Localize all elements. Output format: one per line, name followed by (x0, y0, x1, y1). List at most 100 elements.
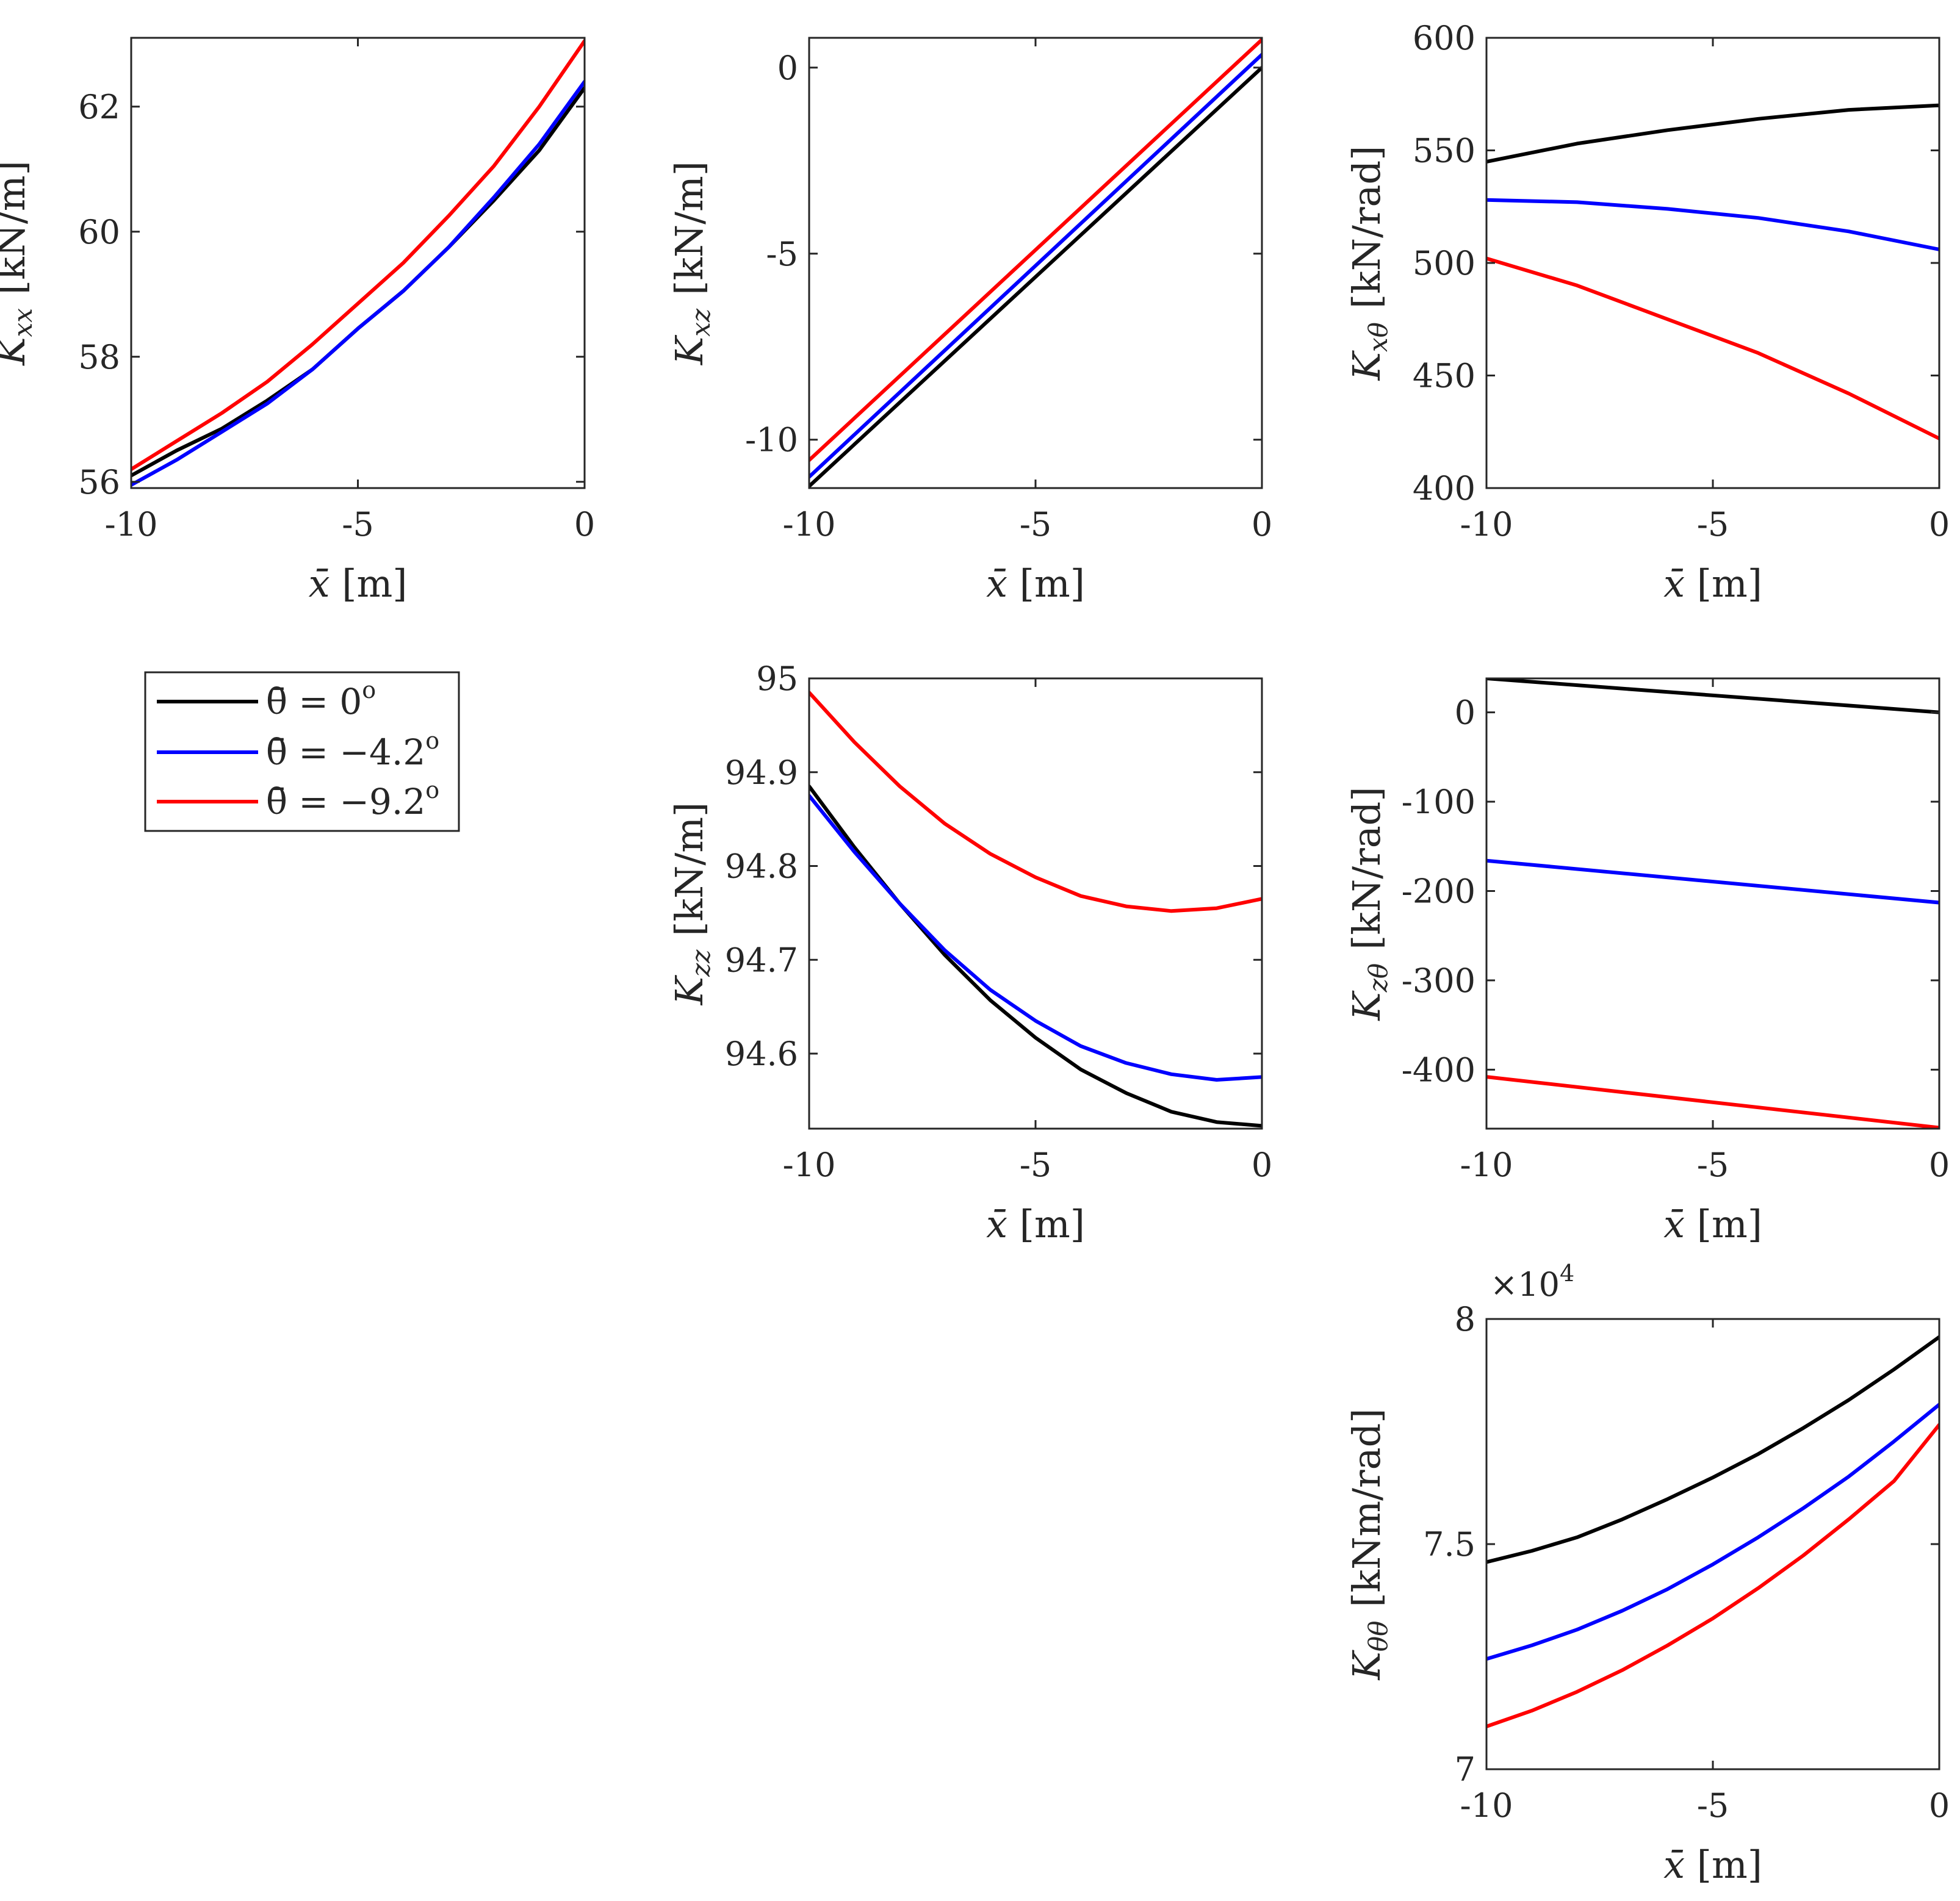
y-tick-label: 94.9 (725, 753, 798, 792)
x-axis-symbol: x̄ (1663, 561, 1685, 606)
x-tick-label: 0 (574, 505, 595, 544)
y-tick-label: -5 (766, 235, 798, 273)
x-axis-symbol: x̄ (986, 561, 1007, 606)
x-tick-label: -5 (342, 505, 374, 544)
x-axis-symbol: x̄ (309, 561, 330, 606)
y-axis-label: Kzz [kN/m] (667, 802, 716, 1005)
y-tick-label: 62 (78, 88, 120, 126)
series-group (131, 39, 585, 487)
x-axis-unit: [m] (1697, 1842, 1762, 1887)
y-axis-label: Kxz [kN/m] (667, 161, 716, 365)
x-axis-label: x̄ [m] (1663, 561, 1762, 606)
series-group (1486, 678, 1939, 1129)
x-tick-label: -10 (1460, 1146, 1513, 1184)
x-axis-gap (1007, 1202, 1020, 1246)
x-tick-label: -5 (1020, 1146, 1052, 1184)
y-tick-label: 0 (1455, 694, 1475, 732)
x-tick-label: 0 (1252, 1146, 1272, 1184)
x-tick-label: -10 (1460, 505, 1513, 544)
x-axis-label: x̄ [m] (1663, 1202, 1762, 1246)
x-axis-unit: [m] (1697, 561, 1762, 606)
series-line-1 (809, 52, 1262, 479)
plot-area (1486, 678, 1939, 1129)
legend-entry-1: θ̄ = −4.2o (266, 727, 439, 773)
series-line-1 (131, 79, 585, 487)
chart-kxx: -10 -5 0 56 58 60 62 x̄ [m] Kxx [kN/m] (0, 37, 595, 606)
series-line-1 (1486, 1403, 1939, 1661)
y-axis-symbol: K (0, 335, 34, 366)
y-axis-label: Kxx [kN/m] (0, 160, 38, 366)
plot-area (1486, 1319, 1939, 1769)
exponent-base: ×10 (1490, 1265, 1560, 1304)
x-axis-label: x̄ [m] (1663, 1842, 1762, 1887)
series-line-1 (1486, 198, 1939, 251)
series-group (809, 38, 1262, 488)
chart-kzz: -10 -5 0 94.6 94.7 94.8 94.9 95 x̄ [m] Kzz [kN/m] (667, 659, 1272, 1246)
y-tick-label: -10 (745, 421, 798, 459)
y-axis-subscript: zθ (1363, 963, 1393, 993)
chart-kztheta: -10 -5 0 -400 -300 -200 -100 0 x̄ [m] Kzθ [kN/rad] (1344, 677, 1950, 1246)
y-axis-symbol: K (1344, 990, 1389, 1021)
x-axis-label: x̄ [m] (986, 1202, 1085, 1246)
y-axis-label: Kθθ [kNm/rad] (1344, 1408, 1393, 1680)
x-axis-gap (1685, 1842, 1697, 1887)
plot-area (1486, 38, 1939, 488)
series-line-1 (1486, 858, 1939, 905)
y-axis-symbol: K (667, 334, 712, 365)
series-line-2 (809, 38, 1262, 462)
x-tick-label: -5 (1020, 505, 1052, 544)
series-line-2 (809, 691, 1262, 913)
y-tick-label: 94.6 (725, 1035, 798, 1073)
x-axis-gap (1685, 561, 1697, 606)
y-axis-unit: [kN/m] (667, 161, 712, 295)
x-axis-unit: [m] (342, 561, 407, 606)
chart-kxtheta: -10 -5 0 400 450 500 550 600 x̄ [m] Kxθ [kN/rad] (1344, 19, 1950, 606)
series-line-0 (1486, 1335, 1939, 1564)
x-axis-gap (330, 561, 342, 606)
series-line-0 (809, 65, 1262, 488)
x-axis-gap (1007, 561, 1020, 606)
chart-ktheta: -10 -5 0 7 7.5 8 x̄ [m] Kθθ [kNm/rad] ×104 (1344, 1260, 1950, 1887)
x-tick-label: -10 (783, 505, 836, 544)
y-tick-label: 94.8 (725, 847, 798, 886)
y-axis-subscript: xθ (1363, 322, 1393, 352)
x-axis-symbol: x̄ (1663, 1842, 1685, 1887)
y-axis-label: Kzθ [kN/rad] (1344, 786, 1393, 1021)
y-tick-label: 60 (78, 213, 120, 251)
x-tick-label: -10 (783, 1146, 836, 1184)
plot-area (809, 678, 1262, 1129)
y-axis-subscript: zz (686, 949, 716, 977)
exponent-power: 4 (1560, 1260, 1574, 1287)
x-tick-label: 0 (1929, 505, 1950, 544)
y-axis-exponent: ×104 (1490, 1260, 1574, 1304)
y-tick-label: 56 (78, 463, 120, 501)
x-axis-gap (1685, 1202, 1697, 1246)
x-tick-label: -5 (1697, 1786, 1729, 1825)
x-tick-label: -5 (1697, 505, 1729, 544)
y-tick-label: 58 (78, 338, 120, 376)
y-tick-label: 550 (1413, 132, 1475, 170)
y-axis-unit: [kNm/rad] (1344, 1408, 1389, 1607)
x-tick-label: -10 (105, 505, 158, 544)
x-axis-unit: [m] (1697, 1202, 1762, 1246)
legend-entry-0: θ̄ = 0o (266, 677, 376, 722)
y-axis-unit: [kN/m] (0, 160, 34, 295)
y-axis-unit: [kN/rad] (1344, 146, 1389, 309)
y-tick-label: 600 (1413, 19, 1475, 57)
x-axis-unit: [m] (1020, 1202, 1085, 1246)
y-tick-label: 7.5 (1423, 1525, 1475, 1564)
chart-kxz: -10 -5 0 -10 -5 0 x̄ [m] Kxz [kN/m] (667, 37, 1272, 606)
x-axis-symbol: x̄ (986, 1202, 1007, 1246)
y-axis-unit: [kN/m] (667, 802, 712, 936)
series-line-0 (1486, 103, 1939, 164)
series-line-0 (1486, 678, 1939, 714)
y-tick-label: 7 (1455, 1750, 1475, 1789)
y-axis-symbol: K (1344, 1650, 1389, 1681)
y-tick-label: 8 (1455, 1300, 1475, 1339)
x-tick-label: 0 (1252, 505, 1272, 544)
plot-area (131, 38, 585, 488)
x-axis-label: x̄ [m] (309, 561, 408, 606)
y-tick-label: 94.7 (725, 941, 798, 979)
y-axis-symbol: K (1344, 350, 1389, 381)
